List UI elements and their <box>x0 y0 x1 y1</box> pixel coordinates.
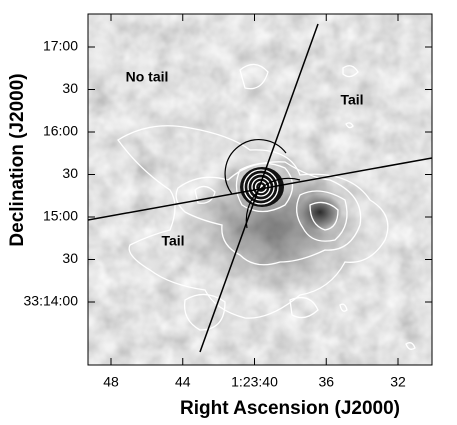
arc <box>224 139 287 195</box>
y-tick-label: 30 <box>62 165 78 181</box>
x-tick-label: 32 <box>390 374 406 390</box>
x-tick-label: 36 <box>318 374 334 390</box>
annotation: Tail <box>340 92 363 108</box>
arc <box>245 177 301 229</box>
y-tick-label: 16:00 <box>43 123 78 139</box>
y-tick-label: 15:00 <box>43 208 78 224</box>
x-tick-label: 48 <box>103 374 119 390</box>
y-tick-label: 30 <box>62 250 78 266</box>
x-tick-label: 44 <box>175 374 191 390</box>
sector-line <box>199 23 319 353</box>
x-axis-title: Right Ascension (J2000) <box>180 398 400 419</box>
y-tick-label: 30 <box>62 80 78 96</box>
x-tick-label: 1:23:40 <box>231 374 278 390</box>
annotation: No tail <box>126 69 169 85</box>
y-axis-title: Declination (J2000) <box>7 73 28 246</box>
frame <box>87 13 433 366</box>
y-tick-label: 17:00 <box>43 38 78 54</box>
image <box>88 14 432 365</box>
annotation: Tail <box>161 233 184 249</box>
y-tick-label: 33:14:00 <box>24 293 79 309</box>
